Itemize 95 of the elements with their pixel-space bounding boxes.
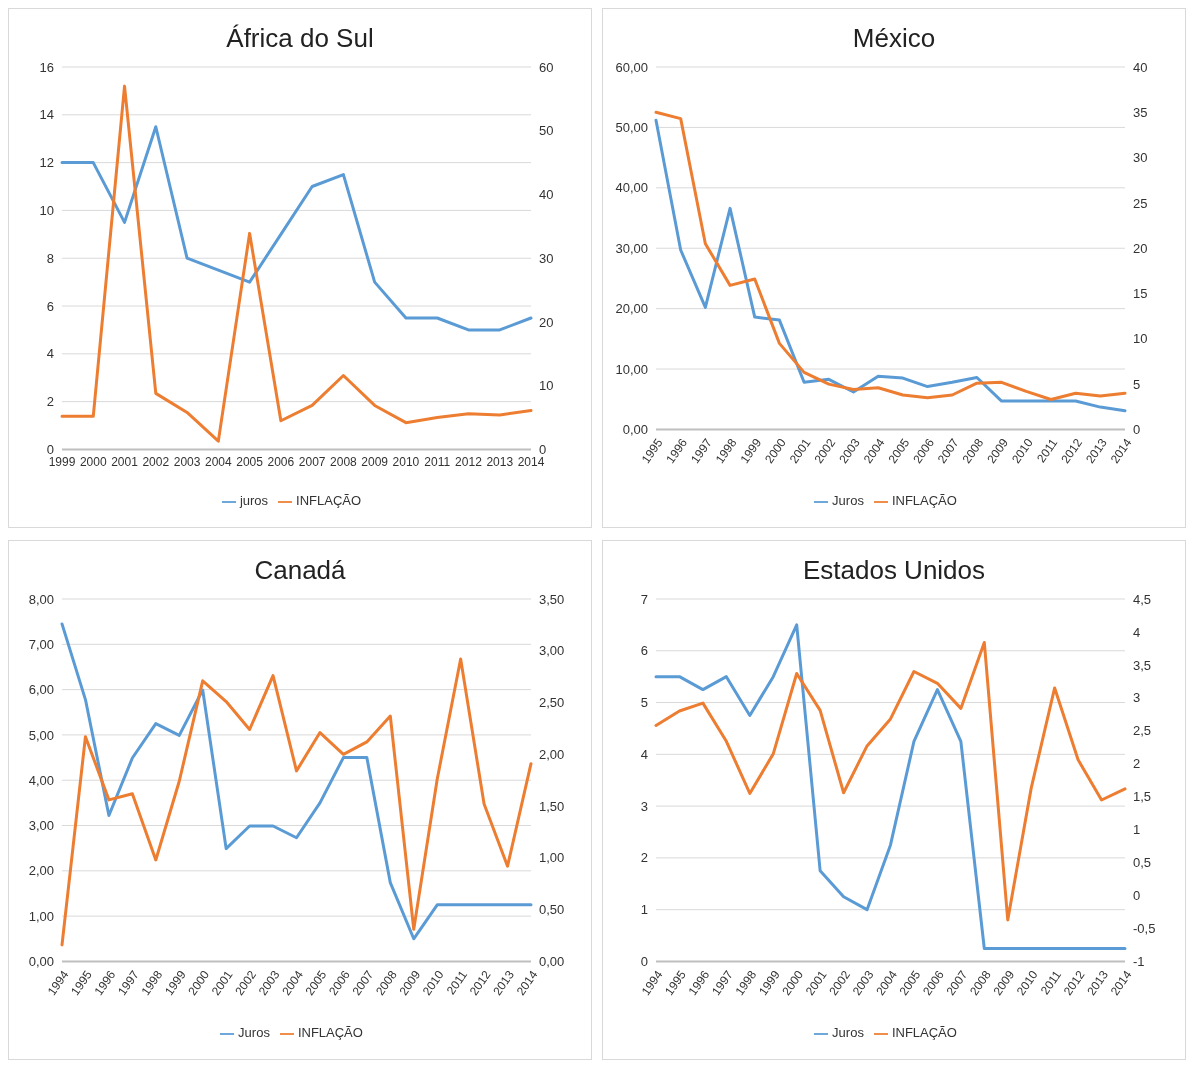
x-tick-label: 2004	[204, 454, 232, 469]
y-tick-label: 6,00	[28, 682, 54, 698]
legend-label: Juros	[238, 1025, 270, 1041]
line-series	[60, 125, 533, 332]
y2-tick-label: 4	[1133, 624, 1141, 640]
y2-tick-label: -1	[1133, 954, 1145, 970]
y2-tick-label: 3,5	[1133, 657, 1152, 673]
y-tick-label: 7,00	[28, 636, 54, 652]
y-tick-label: 3,00	[28, 818, 54, 834]
y2-tick-label: 0	[1133, 422, 1141, 438]
y2-tick-label: 10	[539, 378, 554, 394]
y-tick-label: 5,00	[28, 727, 54, 743]
y-tick-label: 5	[640, 695, 648, 711]
y-tick-label: 8	[46, 250, 54, 266]
y2-tick-label: 2,50	[539, 695, 565, 711]
y2-tick-label: 10	[1133, 331, 1148, 347]
y-tick-label: 4	[46, 346, 54, 362]
y-tick-label: 16	[39, 59, 54, 75]
x-tick-label: 2006	[267, 454, 295, 469]
chart-title: África do Sul	[225, 23, 375, 55]
legend-label: INFLAÇÃO	[891, 493, 957, 509]
line-series	[60, 84, 533, 443]
y-tick-label: 12	[39, 155, 54, 171]
legend-label: Juros	[832, 1025, 864, 1041]
y-tick-label: 0,00	[28, 954, 54, 970]
y-tick-label: 50,00	[615, 120, 648, 136]
legend-label: INFLAÇÃO	[297, 1025, 363, 1041]
y-tick-label: 10,00	[615, 361, 648, 377]
y-tick-label: 1	[640, 902, 648, 918]
y-tick-label: 20,00	[615, 301, 648, 317]
y2-tick-label: 35	[1133, 104, 1148, 120]
x-tick-label: 2012	[455, 454, 483, 469]
x-tick-label: 2007	[298, 454, 326, 469]
x-tick-label: 2008	[330, 454, 358, 469]
y2-tick-label: 25	[1133, 195, 1148, 211]
y2-tick-label: 1,5	[1133, 789, 1152, 805]
y2-tick-label: 15	[1133, 286, 1148, 302]
y2-tick-label: 5	[1133, 376, 1141, 392]
y2-tick-label: 1,00	[539, 850, 565, 866]
y2-tick-label: 1,50	[539, 798, 565, 814]
y-tick-label: 30,00	[615, 240, 648, 256]
y-tick-label: 4	[640, 746, 648, 762]
y2-tick-label: 20	[1133, 240, 1148, 256]
y2-tick-label: 3,50	[539, 591, 565, 607]
y2-tick-label: 50	[539, 123, 554, 139]
y-tick-label: 6	[46, 298, 54, 314]
y-tick-label: 7	[640, 591, 648, 607]
legend-label: juros	[239, 493, 269, 509]
y2-tick-label: -0,5	[1133, 921, 1156, 937]
y2-tick-label: 4,5	[1133, 591, 1152, 607]
x-tick-label: 2013	[486, 454, 514, 469]
y2-tick-label: 2,00	[539, 746, 565, 762]
y2-tick-label: 0,50	[539, 902, 565, 918]
x-tick-label: 2005	[236, 454, 264, 469]
x-tick-label: 2001	[111, 454, 139, 469]
y-tick-label: 0,00	[622, 422, 648, 438]
y-tick-label: 14	[39, 107, 54, 123]
y-tick-label: 8,00	[28, 591, 54, 607]
legend-label: INFLAÇÃO	[296, 493, 362, 509]
y2-tick-label: 20	[539, 314, 554, 330]
y-tick-label: 2	[640, 850, 648, 866]
y-tick-label: 0	[640, 954, 648, 970]
y-tick-label: 4,00	[28, 772, 54, 788]
chart-title: Estados Unidos	[801, 555, 987, 587]
chart-title: México	[851, 23, 937, 55]
y2-tick-label: 3	[1133, 690, 1141, 706]
y2-tick-label: 2,5	[1133, 723, 1152, 739]
y-tick-label: 2,00	[28, 863, 54, 879]
y2-tick-label: 0,00	[539, 954, 565, 970]
y-tick-label: 6	[640, 643, 648, 659]
y-tick-label: 3	[640, 798, 648, 814]
x-tick-label: 2009	[361, 454, 389, 469]
y2-tick-label: 60	[539, 59, 554, 75]
y-tick-label: 1,00	[28, 908, 54, 924]
y2-tick-label: 30	[539, 250, 554, 266]
y-tick-label: 2	[46, 394, 54, 410]
y2-tick-label: 2	[1133, 756, 1141, 772]
y2-tick-label: 40	[1133, 59, 1148, 75]
y2-tick-label: 3,00	[539, 643, 565, 659]
legend-label: Juros	[832, 493, 864, 509]
chart-title: Canadá	[253, 555, 347, 587]
y2-tick-label: 0,5	[1133, 855, 1152, 871]
x-tick-label: 2011	[424, 454, 451, 469]
x-tick-label: 2000	[79, 454, 107, 469]
y2-tick-label: 30	[1133, 150, 1148, 166]
x-tick-label: 2010	[392, 454, 420, 469]
y-tick-label: 40,00	[615, 180, 648, 196]
y-tick-label: 10	[39, 203, 54, 219]
y2-tick-label: 0	[1133, 888, 1141, 904]
y2-tick-label: 1	[1133, 822, 1141, 838]
legend-label: INFLAÇÃO	[891, 1025, 957, 1041]
y-tick-label: 60,00	[615, 59, 648, 75]
y2-tick-label: 40	[539, 187, 554, 203]
x-tick-label: 2003	[173, 454, 201, 469]
x-tick-label: 2002	[142, 454, 170, 469]
